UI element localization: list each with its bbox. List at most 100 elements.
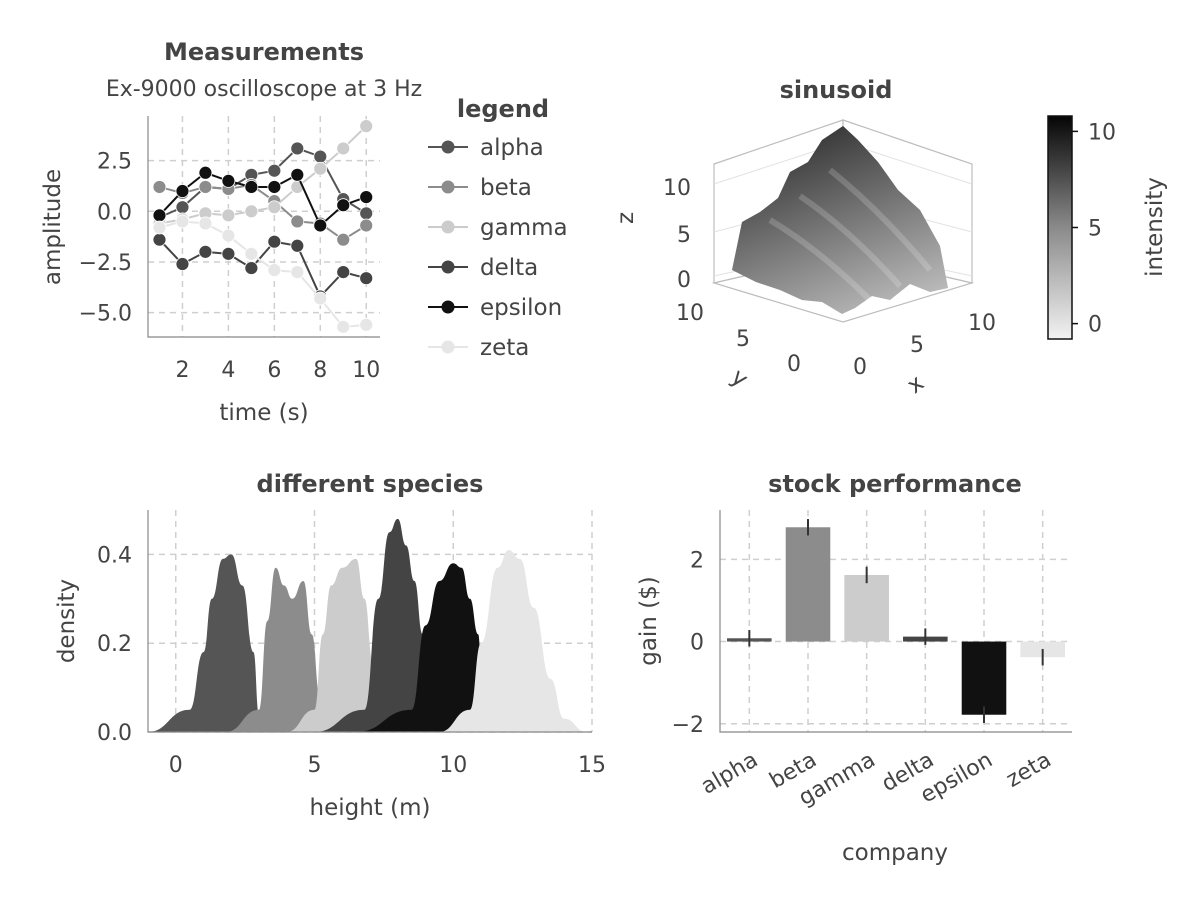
series-line-beta [159,183,367,241]
legend-title: legend [457,95,549,123]
colorbar-tick-label: 0 [1088,313,1102,338]
data-point-epsilon [175,184,190,198]
y-tick-label: −2 [672,713,704,738]
measurements-xlabel: time (s) [219,400,308,426]
y-tick-0: 0 [787,352,801,377]
bar-gamma [844,574,889,642]
measurements-subtitle: Ex-9000 oscilloscope at 3 Hz [106,77,422,102]
data-point-delta [152,232,167,247]
z-axis-label: z [613,212,639,224]
x-tick-10: 10 [968,311,996,336]
series-line-delta [158,238,367,299]
legend-entry-delta: delta [428,255,538,281]
species-ticks: 0 5 10 15 0.0 0.2 0.4 [97,543,606,778]
x-tick-label: zeta [1002,748,1055,793]
stock-bars [727,519,1065,723]
data-point-zeta [290,265,305,280]
x-tick-label: 10 [352,358,380,383]
species-axes [147,510,592,733]
series-line-epsilon [158,171,367,228]
data-point-epsilon [267,180,282,194]
data-point-gamma [336,141,351,156]
measurements-title: Measurements [164,38,364,66]
data-point-zeta [244,246,259,261]
density-area-6 [439,549,587,732]
stock-axes [719,510,1072,733]
y-tick-label: 0 [690,631,704,656]
legend-marker-alpha [441,140,455,154]
legend-label-gamma: gamma [480,215,568,241]
data-point-delta [221,246,236,261]
x-tick-label: 2 [175,358,189,383]
data-point-alpha [313,149,328,164]
sinusoid-panel: sinusoid 10 5 0 z 10 5 0 y 0 [613,76,1168,399]
species-ylabel: density [54,579,80,663]
data-point-zeta [336,319,351,334]
x-tick-0: 0 [853,355,867,380]
colorbar-ticks: 0 5 10 [1072,120,1116,338]
legend-label-zeta: zeta [480,335,529,361]
measurements-ylabel: amplitude [40,169,66,285]
species-title: different species [257,470,484,498]
y-tick-5: 5 [736,327,750,352]
data-point-delta [290,238,305,253]
series-epsilon [152,165,374,233]
stock-xlabel: company [842,840,948,866]
x-tick-label: 4 [221,358,235,383]
species-panel: different species 0 5 10 15 0.0 0.2 0.4 height… [54,470,606,821]
data-point-delta [175,257,190,271]
series-gamma [152,119,374,231]
y-tick-label: 2.5 [97,150,132,175]
data-point-zeta [221,228,236,243]
y-tick-label: −5.0 [79,302,132,327]
legend: alpha beta gamma delta epsilon zeta [428,135,568,361]
stock-ylabel: gain ($) [636,576,662,666]
legend-label-delta: delta [480,255,538,281]
legend-label-alpha: alpha [480,135,544,161]
colorbar-label: intensity [1142,177,1168,277]
measurements-panel: Measurements Ex-9000 oscilloscope at 3 H… [40,38,568,426]
legend-marker-epsilon [441,300,455,314]
legend-entry-beta: beta [428,175,532,201]
data-point-zeta [267,263,282,277]
sinusoid-title: sinusoid [780,76,893,104]
x-tick-label: alpha [697,748,762,800]
data-point-gamma [267,200,282,215]
data-point-epsilon [290,167,305,182]
legend-label-epsilon: epsilon [480,295,562,321]
data-point-delta [336,265,351,280]
data-point-beta [336,232,351,247]
y-tick-label: 2 [690,548,704,573]
colorbar-tick-label: 10 [1088,120,1116,145]
series-line-gamma [159,125,367,225]
data-point-zeta [198,216,213,231]
z-tick-0: 0 [677,268,691,293]
data-point-delta [198,244,213,259]
data-point-gamma [244,204,259,219]
data-point-epsilon [313,218,328,233]
x-tick-label: 5 [308,753,322,778]
colorbar-tick-label: 5 [1088,217,1102,242]
data-point-zeta [175,214,190,229]
x-tick-5: 5 [910,333,924,358]
measurements-ticks: 2 4 6 8 10 −5.0 −2.5 0.0 2.5 [79,150,381,383]
y-tick-label: 0.2 [97,632,132,657]
data-point-beta [290,214,305,229]
y-tick-label: 0.0 [97,200,132,225]
legend-entry-zeta: zeta [428,335,529,361]
density-area-3 [286,558,387,732]
stock-grid [720,510,1072,732]
data-point-epsilon [359,190,374,205]
y-tick-10: 10 [676,301,704,326]
species-areas [148,518,587,732]
measurements-axes [147,116,380,338]
data-point-epsilon [244,180,259,194]
x-tick-label: 15 [578,753,606,778]
z-tick-5: 5 [677,223,691,248]
data-point-beta [359,218,374,233]
y-tick-label: −2.5 [79,251,132,276]
bar-epsilon [961,641,1007,715]
data-point-alpha [267,163,282,178]
